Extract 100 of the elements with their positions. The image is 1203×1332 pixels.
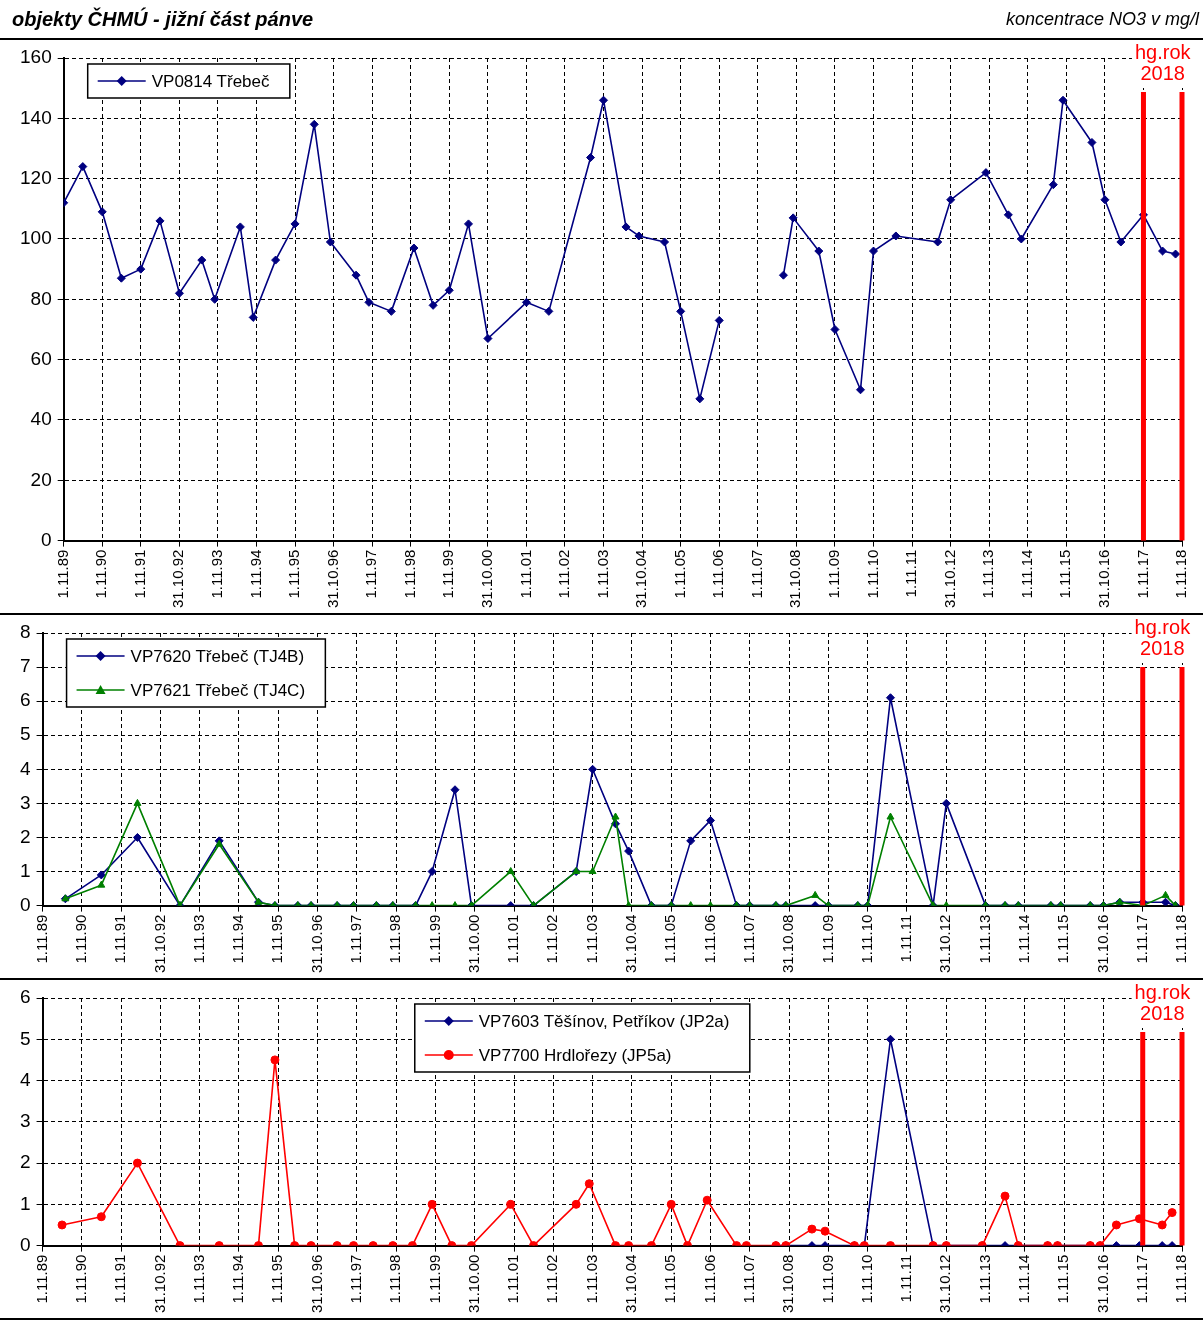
x-tick-label: 1.11.94 — [229, 914, 247, 964]
y-tick-label: 80 — [30, 287, 52, 309]
ref-line-label: hg.rok 2018 — [1134, 980, 1192, 1024]
x-tick-label: 1.11.14 — [1017, 549, 1035, 599]
x-tick-label: 31.10.08 — [786, 549, 804, 608]
y-tick-label: 40 — [30, 408, 52, 430]
x-tick-label: 1.11.89 — [32, 914, 50, 964]
x-tick-label: 1.11.18 — [1172, 914, 1190, 964]
ref-line-label: hg.rok 2018 — [1134, 615, 1192, 659]
y-tick-label: 1 — [19, 859, 31, 881]
chart-subtitle: koncentrace NO3 v mg/l — [1005, 8, 1199, 30]
x-tick-label: 1.11.02 — [543, 914, 561, 964]
y-tick-label: 5 — [19, 1027, 31, 1049]
y-tick-label: 8 — [19, 621, 31, 643]
x-tick-label: 1.11.15 — [1056, 549, 1074, 599]
x-tick-label: 1.11.10 — [857, 914, 875, 964]
x-tick-label: 1.11.06 — [700, 1254, 718, 1304]
y-tick-label: 0 — [19, 1233, 31, 1255]
x-tick-label: 1.11.89 — [53, 549, 71, 599]
legend-label: VP7620 Třebeč (TJ4B) — [130, 646, 305, 666]
x-tick-label: 1.11.91 — [111, 1254, 129, 1304]
x-tick-label: 31.10.92 — [150, 1254, 168, 1313]
x-tick-label: 1.11.14 — [1014, 1254, 1032, 1304]
x-tick-label: 1.11.06 — [709, 549, 727, 599]
x-tick-label: 1.11.03 — [593, 549, 611, 599]
y-tick-label: 4 — [19, 757, 31, 779]
x-tick-label: 1.11.97 — [347, 914, 365, 964]
x-tick-label: 31.10.00 — [464, 1254, 482, 1313]
y-tick-label: 2 — [19, 825, 31, 847]
legend-label: VP7700 Hrdlořezy (JP5a) — [478, 1045, 672, 1065]
x-tick-label: 31.10.00 — [464, 914, 482, 973]
x-tick-label: 1.11.13 — [979, 549, 997, 599]
x-tick-label: 31.10.04 — [632, 549, 650, 608]
x-tick-label: 1.11.05 — [661, 1254, 679, 1304]
x-tick-label: 31.10.16 — [1093, 914, 1111, 973]
y-tick-label: 7 — [19, 655, 31, 677]
x-tick-label: 1.11.11 — [902, 549, 920, 598]
x-tick-label: 31.10.16 — [1094, 549, 1112, 608]
x-tick-label: 1.11.07 — [747, 549, 765, 599]
legend-label: VP7621 Třebeč (TJ4C) — [130, 680, 306, 700]
x-tick-label: 1.11.13 — [975, 1254, 993, 1304]
x-tick-label: 1.11.91 — [130, 549, 148, 599]
legend-label: VP7603 Těšínov, Petříkov (JP2a) — [478, 1011, 730, 1031]
x-tick-label: 1.11.02 — [543, 1254, 561, 1304]
x-tick-label: 1.11.98 — [386, 1254, 404, 1304]
x-tick-label: 1.11.99 — [439, 549, 457, 599]
x-tick-label: 31.10.96 — [323, 549, 341, 608]
x-tick-label: 31.10.92 — [150, 914, 168, 973]
x-tick-label: 1.11.11 — [897, 1254, 915, 1303]
x-tick-label: 1.11.09 — [818, 914, 836, 964]
x-tick-label: 1.11.01 — [516, 549, 534, 599]
x-tick-label: 1.11.94 — [246, 549, 264, 599]
x-tick-label: 1.11.13 — [975, 914, 993, 964]
x-tick-label: 1.11.06 — [700, 914, 718, 964]
x-tick-label: 1.11.07 — [739, 1254, 757, 1304]
x-tick-label: 1.11.05 — [670, 549, 688, 599]
x-tick-label: 1.11.10 — [863, 549, 881, 599]
x-tick-label: 31.10.12 — [936, 1254, 954, 1313]
x-tick-label: 1.11.17 — [1132, 1254, 1150, 1304]
x-tick-label: 1.11.11 — [897, 914, 915, 963]
x-tick-label: 1.11.15 — [1054, 1254, 1072, 1304]
x-tick-label: 31.10.08 — [779, 1254, 797, 1313]
x-tick-label: 1.11.01 — [504, 1254, 522, 1304]
y-tick-label: 4 — [19, 1068, 31, 1090]
y-tick-label: 3 — [19, 1110, 31, 1132]
x-tick-label: 1.11.93 — [189, 1254, 207, 1304]
x-tick-label: 31.10.96 — [307, 1254, 325, 1313]
x-tick-label: 31.10.96 — [307, 914, 325, 973]
x-tick-label: 1.11.95 — [268, 1254, 286, 1304]
x-tick-label: 31.10.92 — [169, 549, 187, 608]
x-tick-label: 1.11.18 — [1172, 1254, 1190, 1304]
y-tick-label: 120 — [20, 166, 52, 188]
y-tick-label: 6 — [19, 986, 31, 1008]
y-tick-label: 160 — [20, 46, 52, 68]
x-tick-label: 1.11.98 — [386, 914, 404, 964]
x-tick-label: 1.11.90 — [71, 914, 89, 964]
x-tick-label: 31.10.12 — [940, 549, 958, 608]
x-tick-label: 1.11.05 — [661, 914, 679, 964]
y-tick-label: 6 — [19, 689, 31, 711]
y-tick-label: 100 — [20, 227, 52, 249]
x-tick-label: 1.11.89 — [32, 1254, 50, 1304]
x-tick-label: 1.11.10 — [857, 1254, 875, 1304]
x-tick-label: 1.11.18 — [1172, 549, 1190, 599]
y-tick-label: 0 — [19, 893, 31, 915]
x-tick-label: 1.11.94 — [229, 1254, 247, 1304]
x-tick-label: 1.11.03 — [582, 914, 600, 964]
chart-title: objekty ČHMÚ - jižní část pánve — [12, 7, 314, 31]
y-tick-label: 2 — [19, 1151, 31, 1173]
x-tick-label: 1.11.90 — [92, 549, 110, 599]
x-tick-label: 31.10.16 — [1093, 1254, 1111, 1313]
y-tick-label: 20 — [30, 468, 52, 490]
x-tick-label: 31.10.00 — [477, 549, 495, 608]
x-tick-label: 31.10.12 — [936, 914, 954, 973]
ref-line-label: hg.rok 2018 — [1134, 40, 1192, 84]
x-tick-label: 1.11.02 — [555, 549, 573, 599]
x-tick-label: 1.11.14 — [1014, 914, 1032, 964]
y-tick-label: 5 — [19, 723, 31, 745]
y-tick-label: 140 — [20, 106, 52, 128]
x-tick-label: 1.11.09 — [825, 549, 843, 599]
x-tick-label: 1.11.95 — [268, 914, 286, 964]
